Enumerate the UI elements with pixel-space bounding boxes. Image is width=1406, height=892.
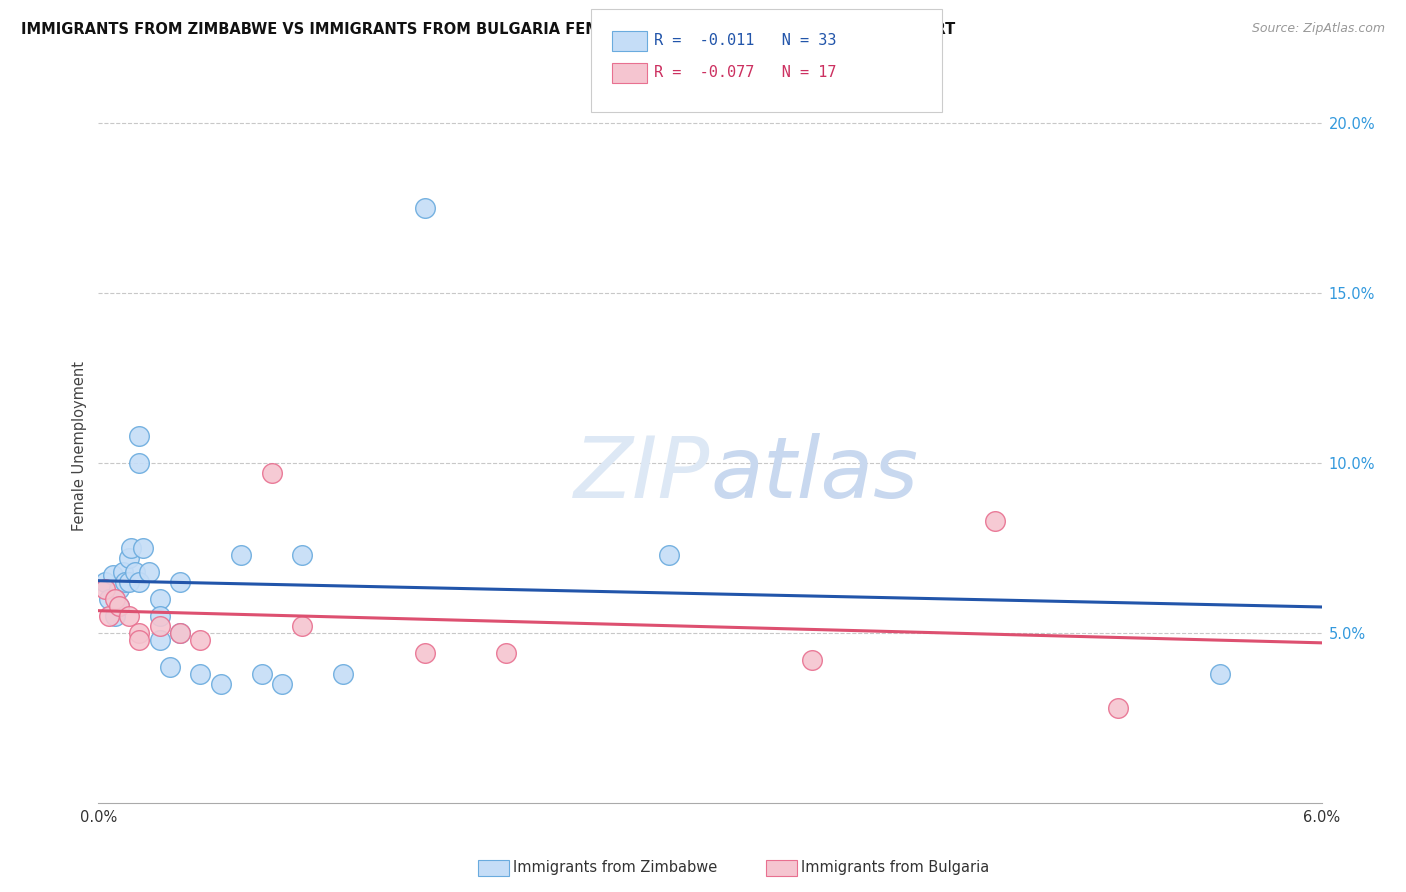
Point [124,565,146,579]
Text: Source: ZipAtlas.com: Source: ZipAtlas.com [1251,22,1385,36]
Point [495,646,517,660]
Point [111,565,134,579]
Point [120,541,142,555]
Point [801,653,824,667]
Point [108,599,131,613]
Point [108,582,131,596]
Point [159,660,181,674]
Point [104,591,127,606]
Point [188,632,212,647]
Point [413,201,436,215]
Point [169,626,191,640]
Point [93,574,115,589]
Point [118,551,141,566]
Point [658,548,681,562]
Point [128,429,150,443]
Point [128,626,150,640]
Text: R =  -0.077   N = 17: R = -0.077 N = 17 [654,65,837,79]
Point [118,574,141,589]
Point [108,599,131,613]
Point [188,666,212,681]
Point [132,541,155,555]
Point [1208,666,1232,681]
Point [984,514,1007,528]
Text: ZIP: ZIP [574,433,710,516]
Point [270,677,292,691]
Point [97,608,120,623]
Text: IMMIGRANTS FROM ZIMBABWE VS IMMIGRANTS FROM BULGARIA FEMALE UNEMPLOYMENT CORRELA: IMMIGRANTS FROM ZIMBABWE VS IMMIGRANTS F… [21,22,955,37]
Point [332,666,354,681]
Point [93,582,115,596]
Text: Immigrants from Zimbabwe: Immigrants from Zimbabwe [513,861,717,875]
Point [149,608,172,623]
Point [101,568,124,582]
Point [128,632,150,647]
Y-axis label: Female Unemployment: Female Unemployment [72,361,87,531]
Point [209,677,232,691]
Point [114,574,136,589]
Point [169,626,191,640]
Point [149,619,172,633]
Point [231,548,253,562]
Point [138,565,160,579]
Point [128,456,150,470]
Point [104,608,127,623]
Point [97,591,120,606]
Text: R =  -0.011   N = 33: R = -0.011 N = 33 [654,33,837,47]
Point [149,632,172,647]
Point [413,646,436,660]
Point [128,574,150,589]
Point [291,548,314,562]
Point [149,591,172,606]
Point [250,666,273,681]
Point [1107,700,1129,714]
Point [291,619,314,633]
Point [260,466,283,480]
Text: Immigrants from Bulgaria: Immigrants from Bulgaria [801,861,990,875]
Point [169,574,191,589]
Point [118,608,141,623]
Text: atlas: atlas [710,433,918,516]
